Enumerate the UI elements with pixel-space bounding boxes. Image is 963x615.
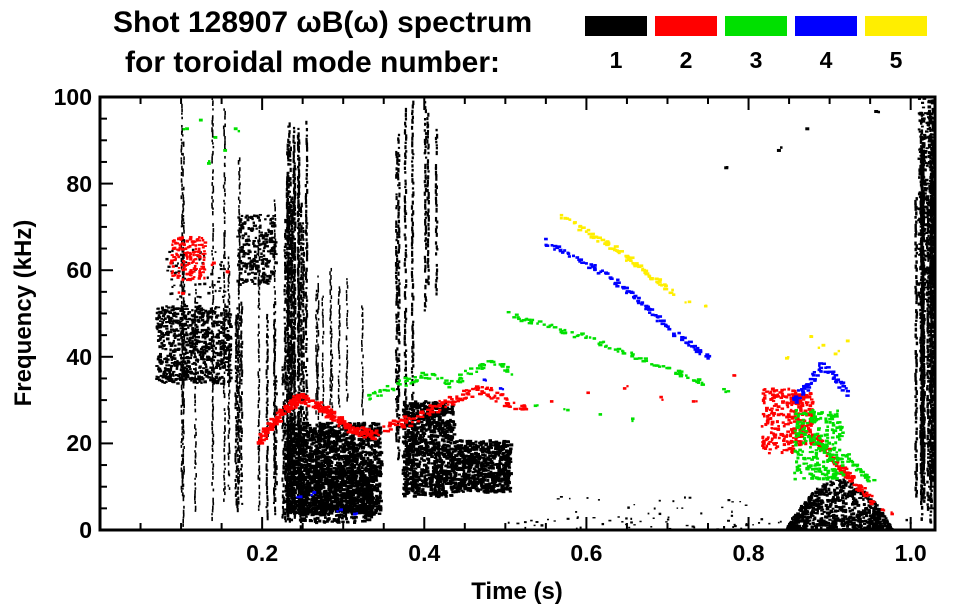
legend-swatch-mode-5 [865,16,927,36]
x-tick-label: 0.8 [732,540,765,566]
y-tick-label: 80 [66,170,92,197]
legend-label-mode-1: 1 [609,47,623,73]
legend-swatch-mode-4 [795,16,857,36]
y-axis-label: Frequency (kHz) [10,219,37,407]
x-axis-label: Time (s) [471,578,563,605]
y-tick-label: 40 [66,343,92,370]
legend-label-mode-3: 3 [749,47,763,73]
y-tick-label: 0 [79,517,92,543]
legend-label-mode-5: 5 [889,47,903,73]
legend-label-mode-2: 2 [679,47,693,73]
legend-swatch-mode-3 [725,16,787,36]
legend-swatch-mode-1 [585,16,647,36]
x-tick-label: 1.0 [894,540,927,566]
x-tick-label: 0.2 [246,540,279,566]
legend-label-mode-4: 4 [819,47,833,73]
x-tick-label: 0.6 [570,540,603,566]
chart-title: Shot 128907 ωB(ω) spectrum [113,6,533,39]
y-tick-label: 100 [53,84,92,110]
x-tick-label: 0.4 [408,540,441,566]
y-tick-label: 20 [66,430,92,457]
chart-subtitle: for toroidal mode number: [125,46,500,79]
legend-swatch-mode-2 [655,16,717,36]
y-tick-label: 60 [66,257,92,284]
